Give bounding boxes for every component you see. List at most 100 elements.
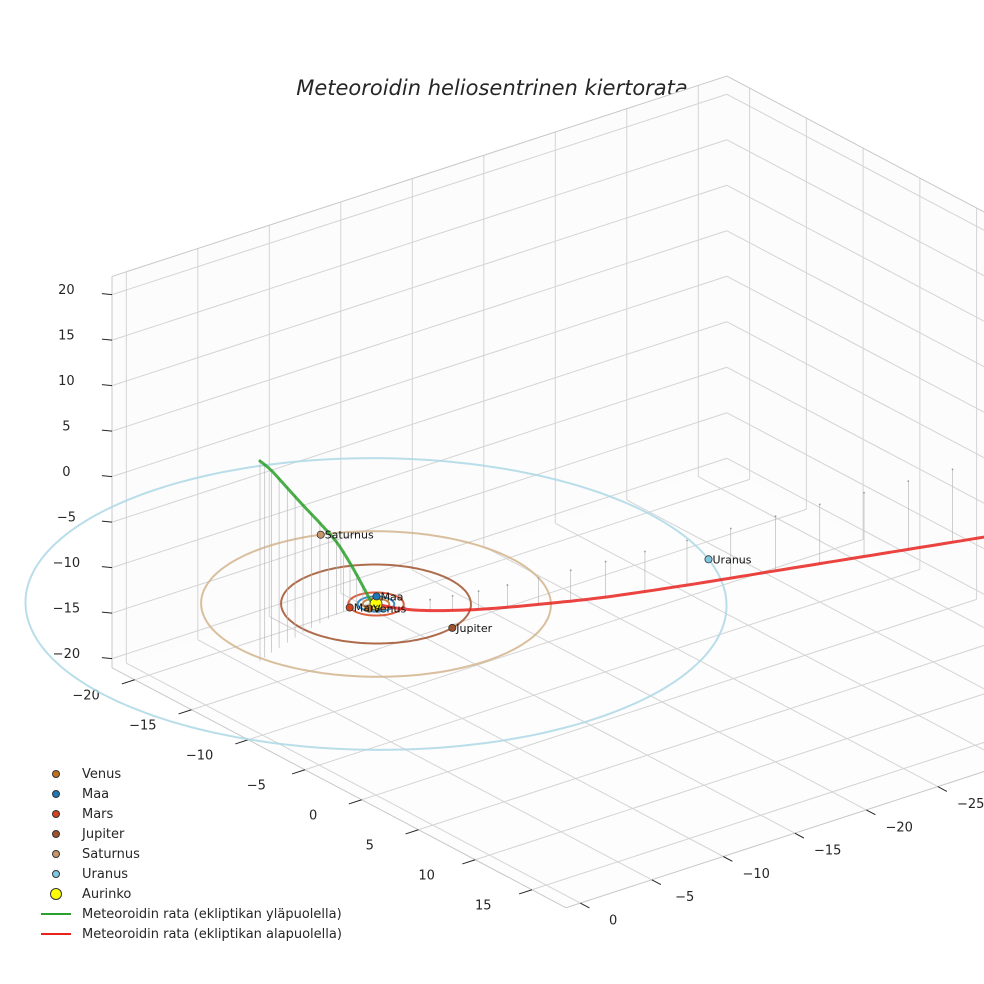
planet-jupiter (448, 623, 457, 632)
grid-line-floor-y (340, 592, 796, 834)
legend-label: Jupiter (82, 826, 125, 842)
legend-entry: Jupiter (36, 824, 342, 844)
x-tick-label: −10 (186, 749, 213, 764)
legend-label: Saturnus (82, 846, 140, 862)
planet-uranus (704, 555, 713, 564)
grid-line-back-z (726, 275, 984, 413)
y-tick-label: −5 (675, 890, 694, 905)
y-tick-label: −10 (742, 867, 769, 882)
grid-line-floor-y (483, 546, 939, 788)
grid-line-back-z (726, 139, 984, 277)
x-tick-mark (348, 799, 362, 805)
z-tick-mark (101, 657, 113, 660)
grid-line-back-z (726, 184, 984, 322)
stem-tip-below (537, 577, 540, 579)
legend-marker (36, 844, 76, 864)
z-tick-label: 15 (58, 329, 75, 344)
legend-line-swatch (41, 913, 71, 915)
z-tick-mark (101, 293, 113, 296)
stem-tip-below (686, 539, 688, 542)
x-tick-mark (291, 769, 306, 775)
meteoroid-path-above (258, 459, 373, 604)
chart-title: Meteoroidin heliosentrinen kiertorata (296, 76, 688, 100)
y-tick-label: 0 (609, 914, 617, 929)
legend-marker (36, 764, 76, 784)
stem-tip-below (429, 598, 432, 601)
z-tick-mark (101, 520, 113, 523)
legend-dot-swatch (50, 888, 62, 900)
y-tick-label: −25 (957, 797, 984, 812)
x-tick-label: 15 (475, 899, 492, 914)
stem-tip-below (951, 468, 954, 471)
stem-tip-below (907, 480, 910, 482)
legend-line-swatch (41, 933, 71, 935)
z-tick-mark (101, 429, 113, 432)
grid-line-floor-x (418, 644, 984, 831)
planet-label-uranus: Uranus (713, 553, 752, 566)
grid-line-floor-y (269, 616, 724, 857)
stem-tip-below (863, 491, 865, 494)
grid-line-floor-y (126, 662, 581, 904)
x-tick-mark (462, 859, 476, 865)
grid-line-floor-y (698, 476, 984, 629)
grid-line-floor-y (197, 639, 653, 881)
grid-line-left-z (111, 230, 728, 432)
grid-line-back-z (726, 412, 984, 550)
x-axis-line (111, 667, 567, 909)
grid-line-floor-x (191, 508, 807, 711)
legend-entry: Meteoroidin rata (ekliptikan alapuolella… (36, 924, 342, 944)
y-tick-mark (651, 879, 662, 886)
legend-marker (36, 884, 76, 904)
planet-label-venus: Venus (373, 603, 406, 616)
stem-tip-below (451, 595, 454, 597)
planet-maa (372, 592, 381, 601)
axes: −20−15−10−5051015−40−35−30−25−20−15−10−5… (53, 75, 984, 929)
legend-label: Venus (82, 766, 122, 782)
legend-entry: Mars (36, 804, 342, 824)
grid-line-left-z (111, 184, 728, 387)
legend-label: Meteoroidin rata (ekliptikan yläpuolella… (82, 906, 342, 922)
stem-tip-below (644, 550, 646, 553)
z-tick-label: −15 (53, 602, 80, 617)
legend-marker (36, 804, 76, 824)
legend-entry: Maa (36, 784, 342, 804)
x-tick-mark (405, 829, 419, 835)
planet-orbits (24, 457, 728, 751)
grid-line-back-z (726, 93, 984, 231)
stem-tip-below (477, 590, 480, 593)
legend-entry: Aurinko (36, 884, 342, 904)
z-tick-mark (101, 611, 113, 614)
legend-label: Mars (82, 806, 114, 822)
stem-tip-below (818, 503, 821, 506)
y-tick-mark (866, 809, 876, 816)
grid-line-floor-x (304, 568, 921, 771)
stem-tip-below (774, 515, 777, 518)
legend-label: Meteoroidin rata (ekliptikan alapuolella… (82, 926, 342, 942)
planet-label-mars: Mars (354, 602, 381, 615)
legend-dot-swatch (52, 790, 60, 798)
legend-marker (36, 864, 76, 884)
z-tick-mark (101, 566, 113, 569)
grid-line-back-z (726, 457, 984, 595)
legend-marker (36, 784, 76, 804)
z-tick-mark (101, 475, 113, 478)
left-pane (112, 76, 727, 668)
legend-dot-swatch (52, 870, 60, 878)
meteoroid-trajectories (258, 459, 984, 613)
orbit-uranus (24, 457, 728, 751)
legend-entry: Venus (36, 764, 342, 784)
grid-line-left-z (111, 457, 728, 660)
legend-entry: Meteoroidin rata (ekliptikan yläpuolella… (36, 904, 342, 924)
z-tick-label: −20 (53, 647, 80, 662)
grid-line-left-z (111, 93, 728, 296)
stem-tip-below (604, 560, 607, 563)
grid-line-left-z (111, 412, 728, 614)
stem-tip-below (729, 527, 732, 530)
grid-line-left-z (111, 139, 728, 341)
legend-dot-swatch (52, 770, 60, 778)
x-tick-mark (235, 739, 249, 745)
x-tick-label: −20 (72, 689, 99, 704)
z-tick-mark (101, 384, 113, 387)
z-tick-mark (101, 338, 113, 341)
